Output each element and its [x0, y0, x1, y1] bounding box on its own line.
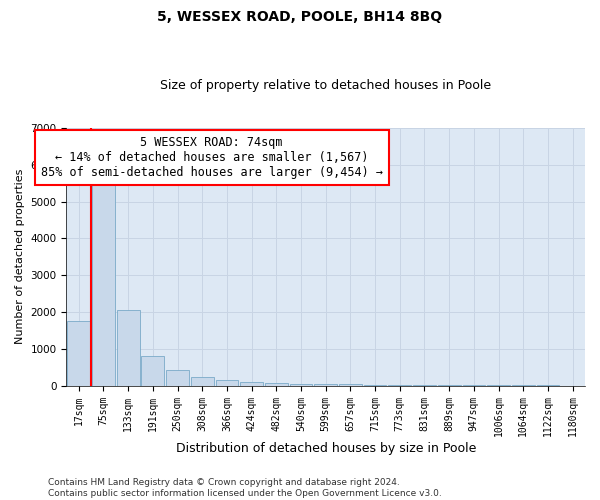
Bar	[339, 384, 362, 386]
Bar	[191, 377, 214, 386]
Text: Contains HM Land Registry data © Crown copyright and database right 2024.
Contai: Contains HM Land Registry data © Crown c…	[48, 478, 442, 498]
Y-axis label: Number of detached properties: Number of detached properties	[15, 169, 25, 344]
Bar	[142, 356, 164, 386]
Title: Size of property relative to detached houses in Poole: Size of property relative to detached ho…	[160, 79, 491, 92]
Bar	[92, 172, 115, 386]
Bar	[265, 383, 287, 386]
Bar	[166, 370, 189, 386]
Bar	[215, 380, 238, 386]
Bar	[67, 321, 90, 386]
Bar	[117, 310, 140, 386]
Bar	[364, 385, 386, 386]
Bar	[314, 384, 337, 386]
Bar	[290, 384, 313, 386]
X-axis label: Distribution of detached houses by size in Poole: Distribution of detached houses by size …	[176, 442, 476, 455]
Text: 5 WESSEX ROAD: 74sqm
← 14% of detached houses are smaller (1,567)
85% of semi-de: 5 WESSEX ROAD: 74sqm ← 14% of detached h…	[41, 136, 383, 178]
Bar	[240, 382, 263, 386]
Text: 5, WESSEX ROAD, POOLE, BH14 8BQ: 5, WESSEX ROAD, POOLE, BH14 8BQ	[157, 10, 443, 24]
Bar	[388, 385, 411, 386]
